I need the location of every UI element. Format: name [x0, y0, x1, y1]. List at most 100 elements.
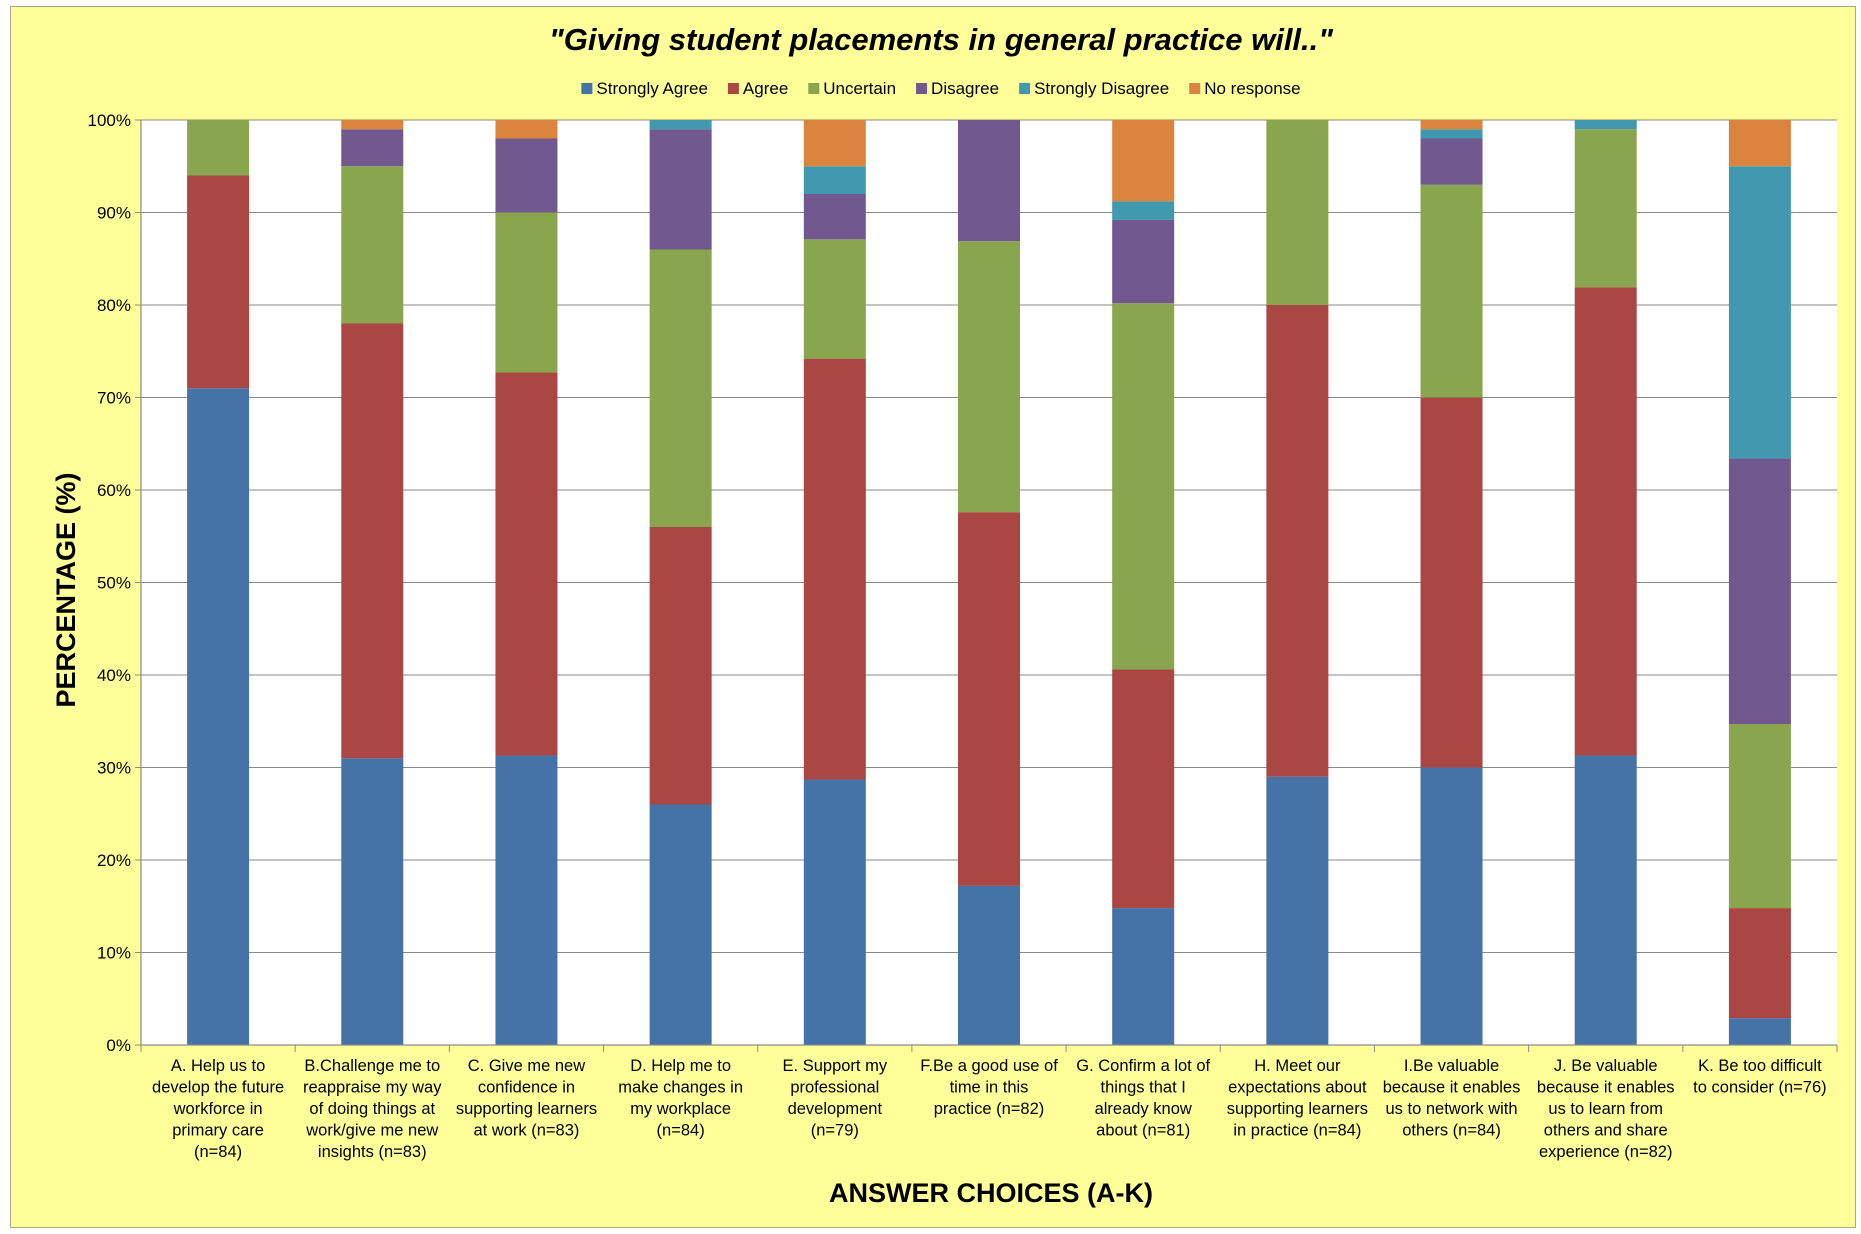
bar-segment: [649, 120, 712, 130]
legend-label: Disagree: [931, 79, 999, 98]
legend: Strongly Agree Agree Uncertain Disagree Stro…: [581, 79, 1301, 98]
y-tick-label: 40%: [97, 666, 131, 685]
bar-segment: [495, 755, 558, 1045]
x-tick-label: H. Meet our expectations about supporting …: [1227, 1057, 1368, 1140]
bar-segment: [1420, 767, 1483, 1045]
legend-label: Strongly Agree: [596, 79, 708, 98]
bar-segment: [341, 758, 404, 1045]
bar-segment: [1112, 201, 1175, 220]
bar-segment: [1266, 776, 1329, 1045]
bar-segment: [495, 372, 558, 756]
bar-segment: [803, 358, 866, 780]
bar-segment: [803, 166, 866, 194]
legend-swatch: [808, 83, 820, 94]
x-tick-label: F.Be a good use of time in this practice (…: [920, 1057, 1058, 1118]
legend-item: Strongly Disagree: [1019, 79, 1169, 98]
legend-swatch: [916, 83, 928, 94]
bar-segment: [187, 388, 250, 1045]
bar-segment: [1420, 397, 1483, 768]
bar-segment: [1574, 129, 1637, 288]
bar-segment: [1420, 138, 1483, 185]
legend-item: Disagree: [916, 79, 999, 98]
legend-label: Strongly Disagree: [1034, 79, 1169, 98]
plot-area: 0% 10% 20% 30% 40% 50% 60% 70% 80% 90% 100% A. Help…: [88, 111, 1838, 1161]
legend-item: Uncertain: [808, 79, 896, 98]
y-axis-title: PERCENTAGE (%): [51, 472, 81, 707]
x-tick-label: E. Support my professional development (n=7…: [783, 1057, 888, 1140]
legend-swatch: [1189, 83, 1201, 94]
x-tick-label: K. Be too difficult to consider (n=76): [1693, 1057, 1826, 1097]
bar-segment: [803, 239, 866, 359]
bar-segment: [958, 120, 1020, 242]
chart-area: "Giving student placements in general pr…: [10, 6, 1856, 1228]
x-tick-label: C. Give me new confidence in supporting le…: [456, 1057, 597, 1140]
y-tick-label: 90%: [97, 204, 131, 223]
bar-segment: [341, 129, 404, 167]
bar-segment: [1728, 458, 1791, 725]
bar-segment: [341, 166, 404, 324]
bar-segment: [495, 212, 558, 373]
bar-segment: [1420, 184, 1483, 398]
bar-segment: [1420, 120, 1483, 130]
bar-segment: [1266, 305, 1329, 777]
bar-segment: [803, 194, 866, 240]
bar-segment: [1112, 303, 1175, 670]
y-tick-label: 10%: [97, 944, 131, 963]
bar-segment: [187, 175, 250, 389]
bar-segment: [1266, 120, 1329, 305]
bar-segment: [803, 120, 866, 167]
bar-segment: [1574, 755, 1637, 1045]
bar-segment: [495, 120, 558, 139]
legend-swatch: [727, 83, 739, 94]
legend-item: Strongly Agree: [581, 79, 708, 98]
stacked-bar-chart: "Giving student placements in general pr…: [51, 22, 1838, 1208]
y-tick-label: 80%: [97, 296, 131, 315]
x-tick-label: B.Challenge me to reappraise my way of doi…: [303, 1057, 442, 1161]
legend-label: No response: [1204, 79, 1300, 98]
x-tick-label: J. Be valuable because it enables us to le…: [1537, 1057, 1675, 1161]
legend-swatch: [1019, 83, 1031, 94]
y-tick-label: 50%: [97, 574, 131, 593]
legend-item: Agree: [727, 79, 788, 98]
bar-segment: [187, 120, 250, 176]
bar-segment: [1112, 908, 1175, 1045]
y-tick-label: 70%: [97, 389, 131, 408]
x-axis-title: ANSWER CHOICES (A-K): [829, 1178, 1153, 1208]
bar-segment: [958, 885, 1020, 1045]
bar-segment: [803, 779, 866, 1045]
legend-item: No response: [1189, 79, 1301, 98]
y-tick-label: 30%: [97, 759, 131, 778]
x-tick-label: A. Help us to develop the future workforce…: [152, 1057, 284, 1161]
bar-segment: [1420, 129, 1483, 139]
bar-segment: [649, 129, 712, 250]
bar-segment: [1112, 219, 1175, 304]
y-tick-label: 20%: [97, 851, 131, 870]
bar-segment: [649, 527, 712, 805]
y-tick-label: 0%: [106, 1036, 131, 1055]
bar-segment: [1574, 287, 1637, 756]
x-tick-label: D. Help me to make changes in my workplace…: [618, 1057, 743, 1140]
chart-title: "Giving student placements in general pr…: [549, 22, 1334, 57]
bar-segment: [341, 120, 404, 130]
bar-segment: [495, 138, 558, 213]
bar-segment: [649, 804, 712, 1045]
bar-segment: [649, 249, 712, 527]
y-tick-label: 100%: [88, 111, 131, 130]
bar-segment: [1728, 724, 1791, 909]
bar-segment: [958, 512, 1020, 886]
legend-label: Uncertain: [823, 79, 896, 98]
x-tick-label: I.Be valuable because it enables us to net…: [1383, 1057, 1521, 1140]
bar-segment: [1728, 1018, 1791, 1045]
legend-label: Agree: [743, 79, 788, 98]
legend-swatch: [581, 83, 593, 94]
y-tick-label: 60%: [97, 481, 131, 500]
bar-segment: [1728, 120, 1791, 167]
bar-segment: [1574, 120, 1637, 130]
bar-segment: [958, 241, 1020, 513]
bar-segment: [1112, 669, 1175, 909]
bar-segment: [1728, 166, 1791, 459]
bar-segment: [1112, 120, 1175, 202]
bar-segment: [341, 323, 404, 759]
bar-segment: [1728, 908, 1791, 1019]
